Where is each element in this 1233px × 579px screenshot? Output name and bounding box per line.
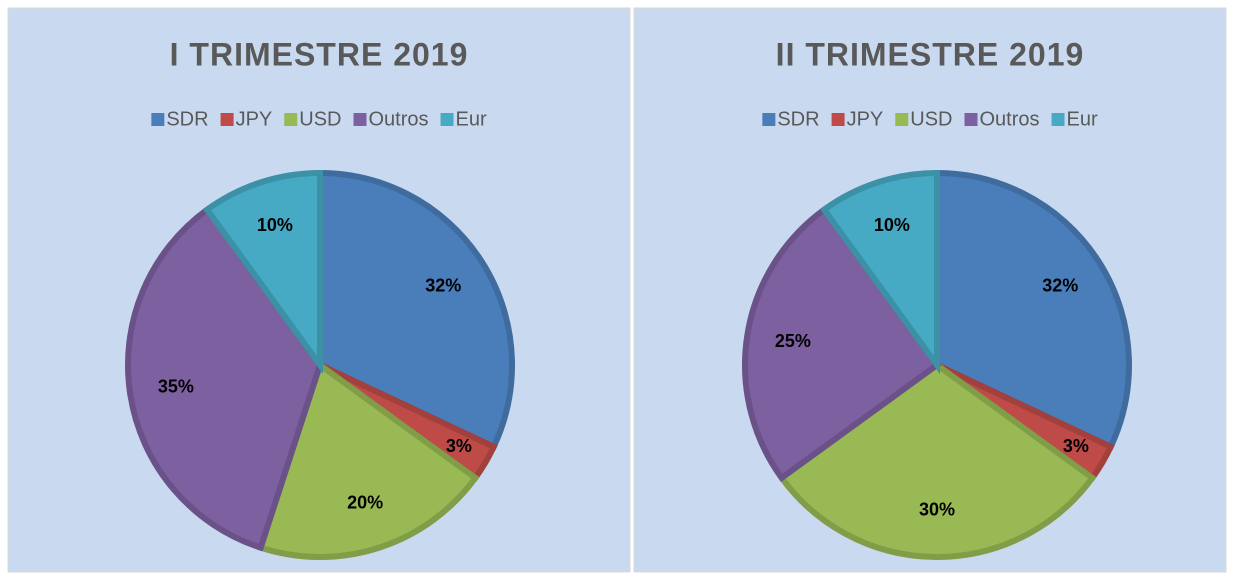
legend-swatch [1051, 113, 1065, 126]
legend-label: USD [910, 108, 952, 130]
legend-label: Outros [980, 108, 1040, 130]
data-label: 3% [446, 436, 472, 456]
data-label: 20% [347, 493, 383, 513]
data-label: 25% [775, 331, 811, 351]
legend-label: SDR [777, 108, 819, 130]
legend-label: USD [299, 108, 341, 130]
legend-label: SDR [166, 108, 208, 130]
legend-swatch [284, 113, 298, 126]
pie-slice [742, 205, 942, 483]
legend-label: Eur [456, 108, 487, 130]
legend-swatch [964, 113, 978, 126]
pie-slice [125, 205, 324, 552]
legend-swatch [151, 113, 165, 126]
legend-swatch [353, 113, 367, 126]
legend-swatch [762, 113, 776, 126]
pie-slice [317, 169, 515, 451]
pie-slice [934, 169, 1132, 451]
legend-swatch [895, 113, 909, 126]
legend-label: Outros [369, 108, 429, 130]
pie-slice [819, 169, 940, 375]
chart-title: I TRIMESTRE 2019 [170, 36, 469, 72]
pie-slice [256, 360, 480, 560]
legend-label: JPY [847, 108, 884, 130]
pie-slice [777, 361, 1097, 560]
data-label: 3% [1063, 436, 1089, 456]
data-label: 10% [257, 215, 293, 235]
legend-swatch [831, 113, 845, 126]
chart-title: II TRIMESTRE 2019 [776, 36, 1085, 72]
data-label: 10% [874, 215, 910, 235]
data-label: 35% [158, 377, 194, 397]
pie-slice [202, 169, 323, 375]
legend-label: Eur [1067, 108, 1098, 130]
data-label: 32% [425, 276, 461, 296]
legend-label: JPY [236, 108, 273, 130]
legend-swatch [440, 113, 454, 126]
legend-swatch [220, 113, 234, 126]
data-label: 30% [919, 500, 955, 520]
data-label: 32% [1042, 276, 1078, 296]
